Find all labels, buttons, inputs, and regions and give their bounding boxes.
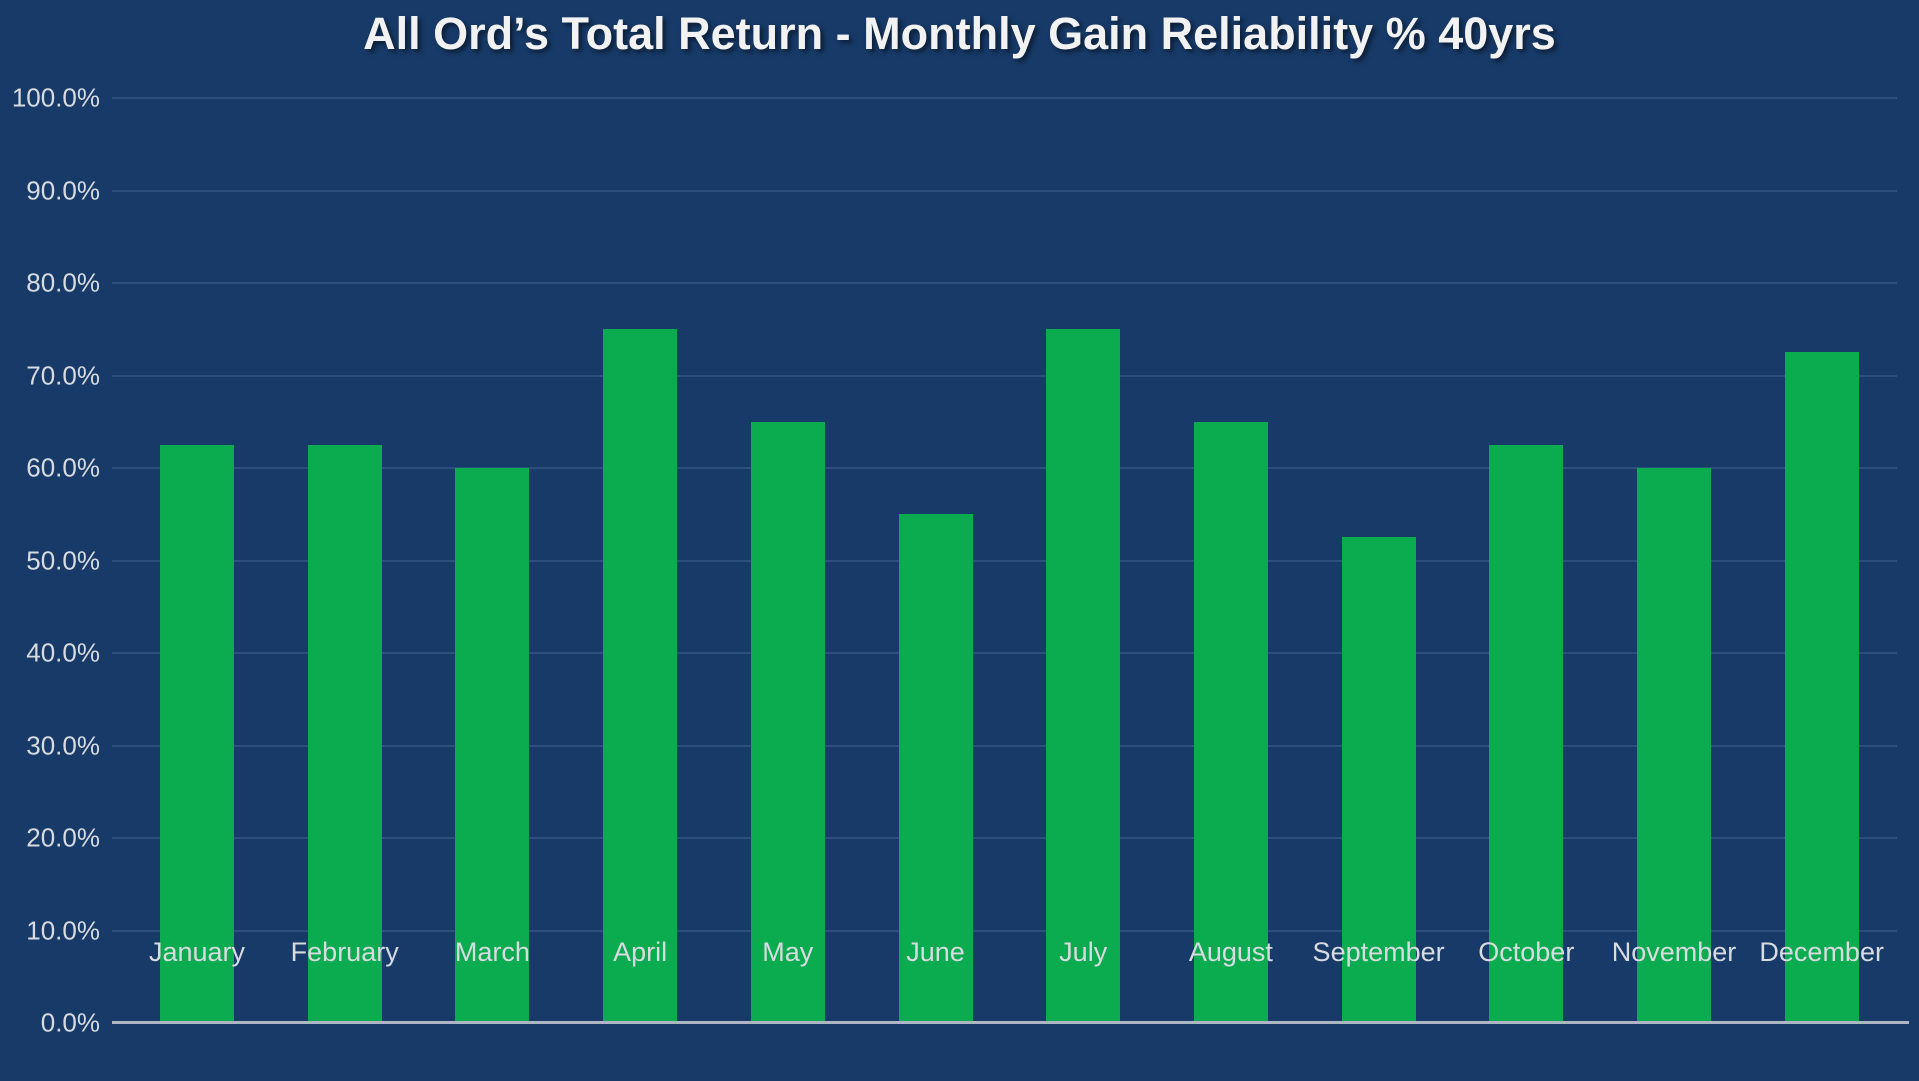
y-axis-tick-label: 20.0% (26, 822, 100, 853)
gridline-80 (112, 282, 1897, 284)
y-axis-tick-label: 0.0% (40, 1007, 100, 1038)
y-axis-tick-label: 80.0% (26, 267, 100, 298)
bar-december (1784, 352, 1859, 1023)
y-axis-tick-label: 30.0% (26, 730, 100, 760)
x-axis-line (112, 1021, 1909, 1024)
y-axis-tick-label: 60.0% (26, 452, 100, 483)
gridline-70 (112, 374, 1897, 377)
gridline-60 (112, 467, 1897, 469)
gridline-10 (112, 929, 1897, 932)
x-axis-label-march: March (454, 937, 530, 967)
bar-january (160, 444, 234, 1023)
x-axis-label-october: October (1478, 937, 1575, 967)
bar-august (1193, 421, 1268, 1023)
y-axis-tick-label: 10.0% (26, 915, 100, 945)
x-axis-label-december: December (1759, 937, 1884, 967)
x-axis-label-january: January (148, 937, 246, 967)
bar-june (898, 514, 973, 1023)
bar-april (603, 329, 678, 1023)
bar-october (1489, 444, 1564, 1023)
y-axis-tick-label: 40.0% (26, 637, 100, 668)
y-axis-tick-label: 90.0% (26, 175, 100, 205)
bar-february (307, 444, 382, 1023)
gridline-100 (112, 97, 1897, 99)
x-axis-label-may: May (762, 937, 814, 967)
x-axis-label-april: April (613, 937, 668, 967)
x-axis-label-february: February (290, 937, 399, 967)
gridline-40 (112, 652, 1897, 654)
gridline-90 (112, 189, 1897, 192)
x-axis-label-august: August (1188, 937, 1273, 967)
x-axis-label-june: June (906, 937, 965, 967)
gridline-30 (112, 744, 1897, 747)
gridline-20 (112, 837, 1897, 839)
x-axis-label-september: September (1312, 937, 1445, 967)
x-axis-label-november: November (1611, 937, 1737, 967)
x-axis-label-july: July (1059, 937, 1108, 967)
y-axis-tick-label: 100.0% (11, 82, 100, 113)
y-axis-tick-label: 50.0% (26, 545, 100, 575)
bar-july (1046, 329, 1121, 1023)
bar-september (1341, 537, 1416, 1023)
bar-may (750, 421, 825, 1023)
gridline-50 (112, 559, 1897, 562)
y-axis-tick-label: 70.0% (26, 360, 100, 390)
plot-area (112, 97, 1909, 1024)
chart-title: All Ord’s Total Return - Monthly Gain Re… (363, 8, 1556, 59)
bar-november (1637, 468, 1711, 1023)
bar-march (455, 468, 530, 1023)
